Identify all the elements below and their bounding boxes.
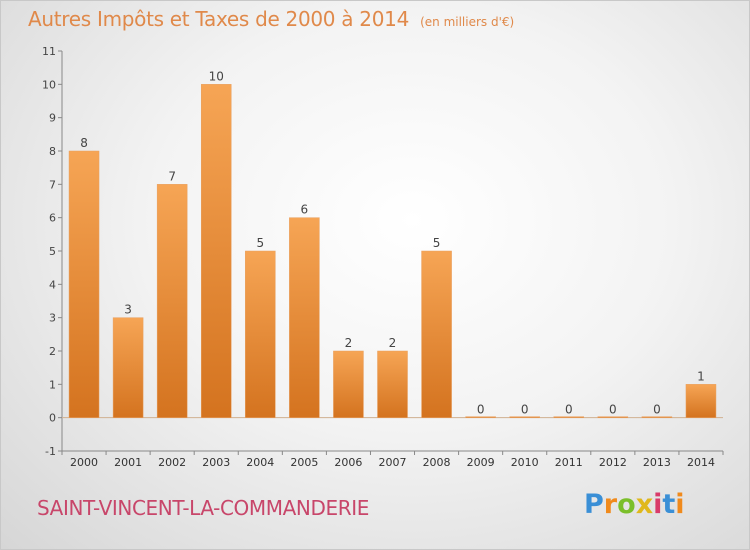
value-label: 2 — [345, 336, 353, 350]
chart-title: Autres Impôts et Taxes de 2000 à 2014 — [28, 7, 409, 31]
value-label: 7 — [168, 169, 176, 183]
x-tick-label: 2008 — [423, 456, 451, 469]
value-label: 5 — [256, 236, 264, 250]
bar-2001 — [112, 317, 144, 418]
logo-letter: i — [675, 489, 685, 520]
commune-name: SAINT-VINCENT-LA-COMMANDERIE — [37, 496, 369, 520]
logo-letter: o — [617, 489, 636, 520]
bar-2013 — [641, 416, 673, 418]
x-tick-label: 2013 — [643, 456, 671, 469]
bar-2002 — [156, 184, 188, 418]
bar-2010 — [509, 416, 540, 418]
logo-letter: P — [584, 489, 604, 520]
bar-2012 — [597, 416, 629, 418]
y-tick-label: 10 — [42, 78, 56, 91]
value-label: 0 — [521, 403, 529, 417]
bar-2004 — [245, 250, 276, 418]
value-label: 1 — [697, 369, 705, 383]
value-label: 6 — [301, 203, 309, 217]
logo-letter: x — [635, 489, 654, 520]
x-tick-label: 2002 — [158, 456, 186, 469]
x-tick-label: 2009 — [467, 456, 495, 469]
value-label: 5 — [433, 236, 441, 250]
x-tick-label: 2011 — [555, 456, 583, 469]
value-label: 0 — [565, 403, 573, 417]
value-label: 0 — [653, 403, 661, 417]
bar-2005 — [289, 217, 320, 418]
bar-2000 — [68, 150, 100, 418]
y-tick-label: 7 — [49, 178, 56, 191]
y-tick-label: 3 — [49, 312, 56, 325]
x-tick-label: 2006 — [334, 456, 362, 469]
bar-2003 — [200, 84, 232, 418]
value-label: 0 — [477, 403, 485, 417]
bar-2014 — [685, 384, 717, 418]
logo-letter: r — [603, 489, 618, 520]
x-tick-label: 2003 — [202, 456, 230, 469]
x-tick-label: 2014 — [687, 456, 715, 469]
x-tick-label: 2005 — [290, 456, 318, 469]
title-row: Autres Impôts et Taxes de 2000 à 2014 (e… — [28, 7, 514, 31]
proxiti-logo: Proxiti — [584, 489, 685, 520]
x-tick-label: 2012 — [599, 456, 627, 469]
value-label: 2 — [389, 336, 397, 350]
value-label: 3 — [124, 303, 132, 317]
value-labels: 8 3 7 10 5 6 2 2 5 0 0 0 0 0 1 — [80, 69, 705, 416]
logo-letter: t — [662, 489, 676, 520]
logo-letter: i — [653, 489, 663, 520]
x-tick-label: 2001 — [114, 456, 142, 469]
y-tick-label: 1 — [49, 378, 56, 391]
y-tick-label: 11 — [42, 45, 56, 58]
value-label: 0 — [609, 403, 617, 417]
x-tick-label: 2004 — [246, 456, 274, 469]
y-tick-label: 5 — [49, 245, 56, 258]
bar-2009 — [465, 416, 496, 418]
x-tick-label: 2010 — [511, 456, 539, 469]
y-tick-label: 0 — [49, 412, 56, 425]
bar-2006 — [333, 350, 364, 418]
value-label: 10 — [209, 69, 224, 83]
y-tick-label: 2 — [49, 345, 56, 358]
y-tick-label: 4 — [49, 278, 56, 291]
bars — [68, 84, 717, 418]
bar-2007 — [377, 350, 408, 418]
y-tick-label: 6 — [49, 212, 56, 225]
bar-2008 — [421, 250, 452, 418]
bar-2011 — [553, 416, 585, 418]
x-tick-label: 2007 — [379, 456, 407, 469]
y-tick-label: -1 — [45, 445, 56, 458]
chart-subtitle: (en milliers d'€) — [420, 15, 515, 29]
x-tick-label: 2000 — [70, 456, 98, 469]
y-tick-label: 8 — [49, 145, 56, 158]
y-tick-label: 9 — [49, 112, 56, 125]
value-label: 8 — [80, 136, 88, 150]
